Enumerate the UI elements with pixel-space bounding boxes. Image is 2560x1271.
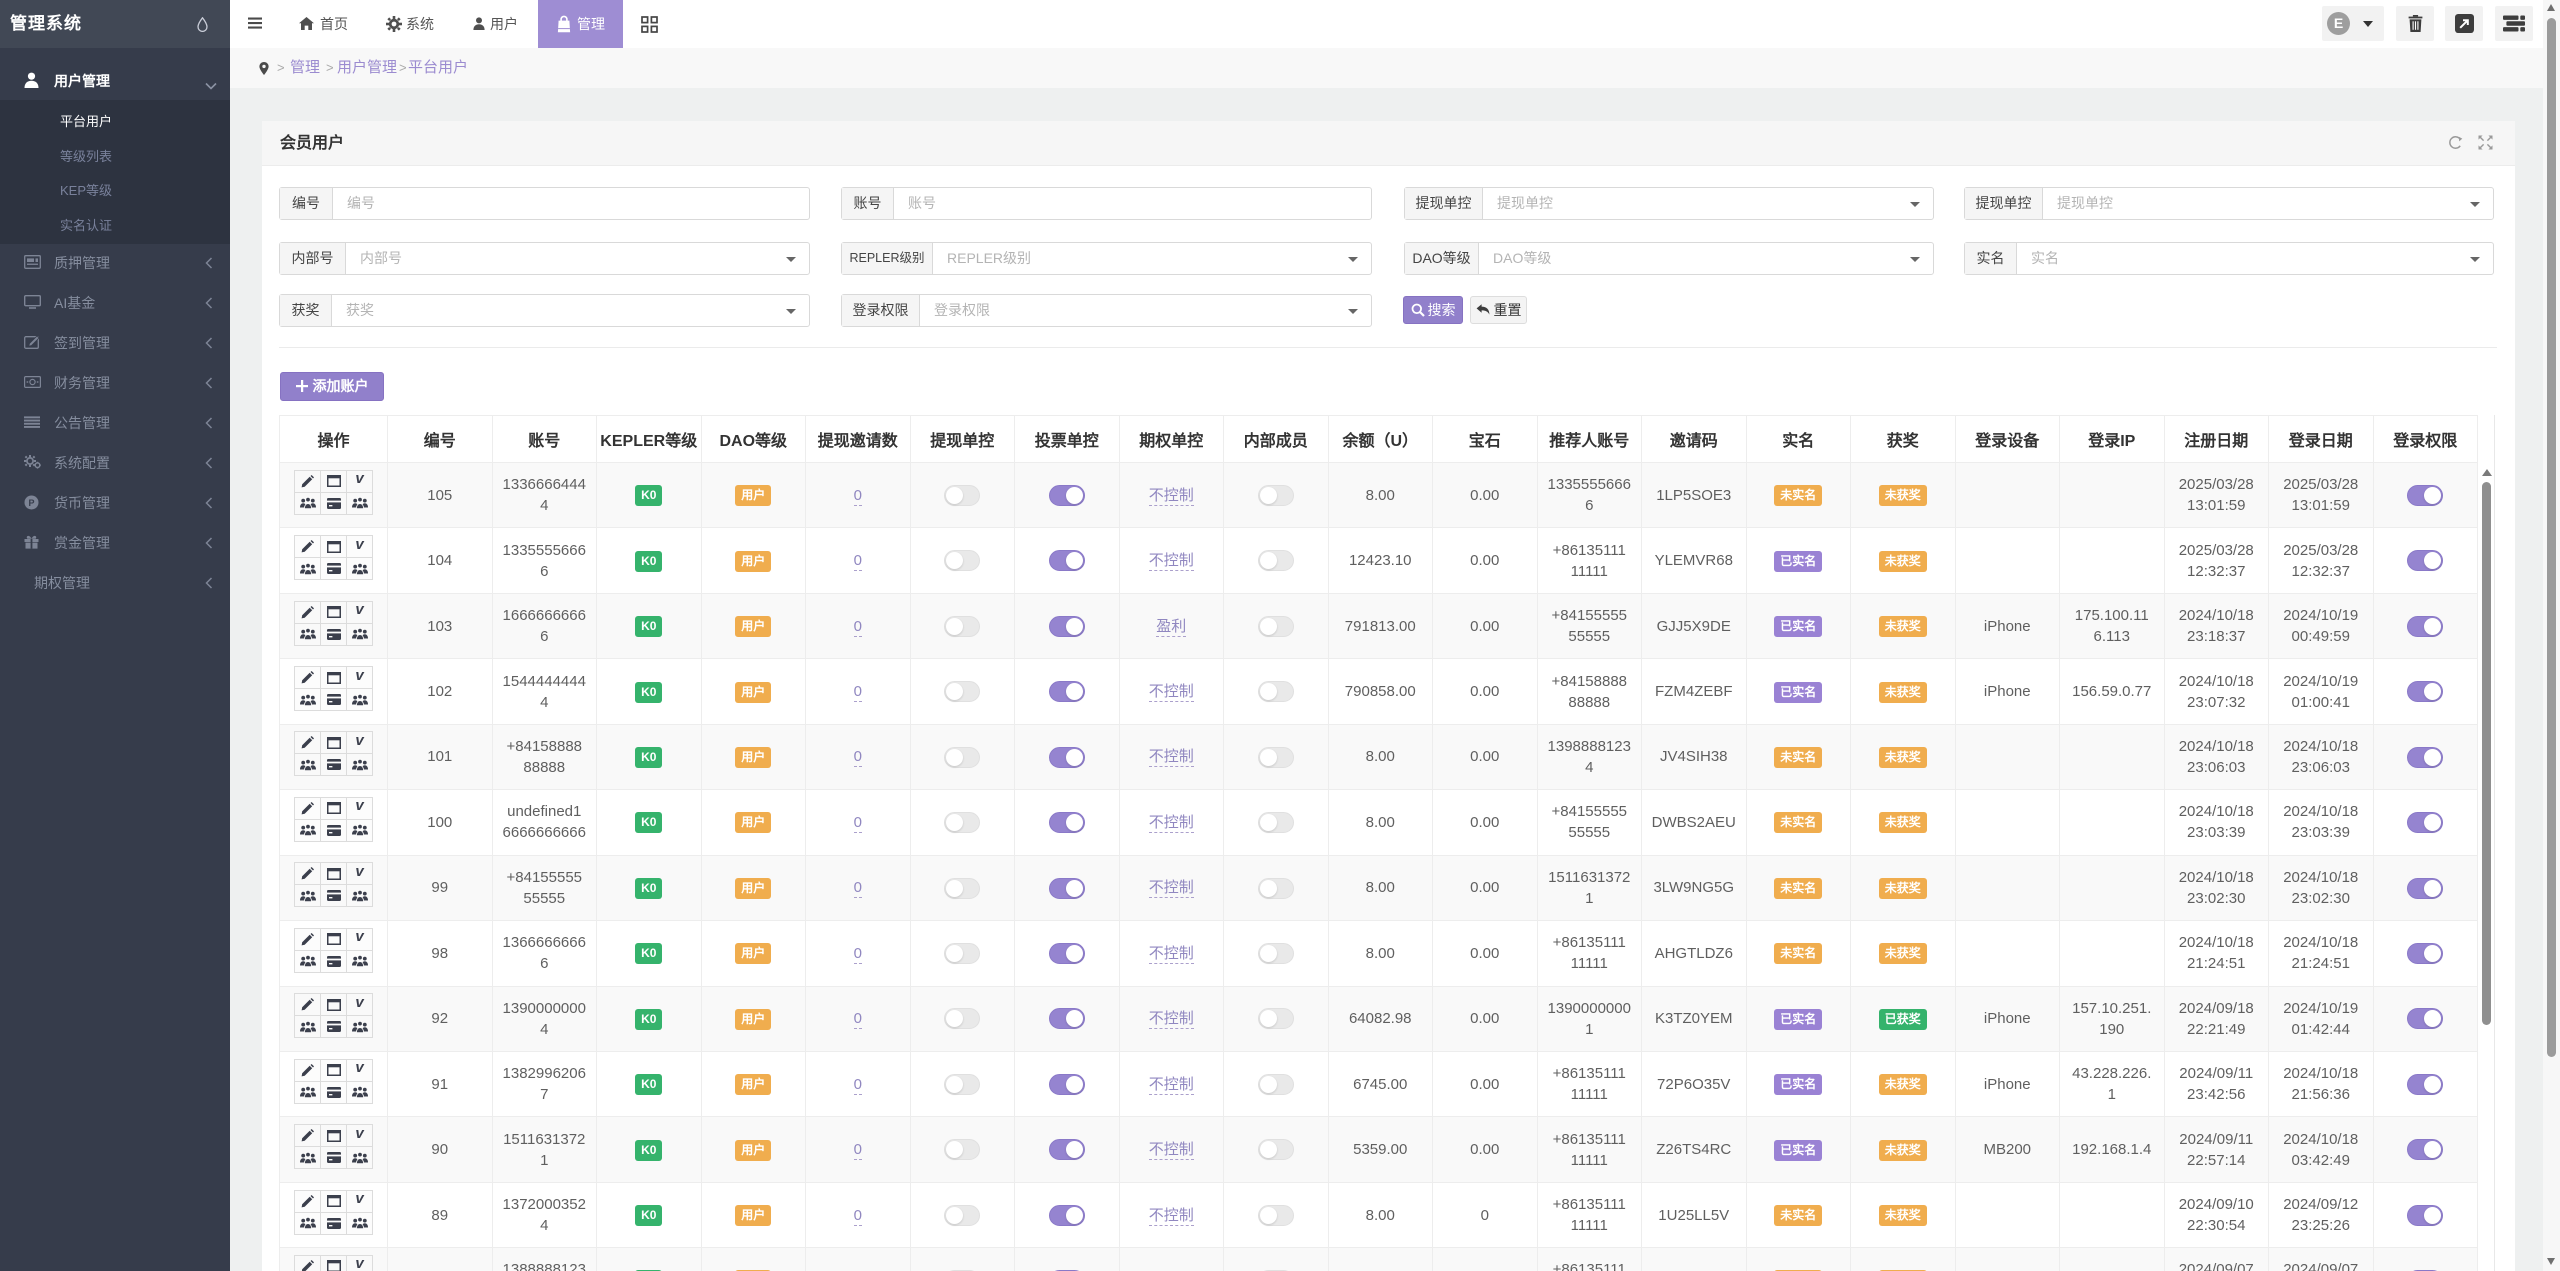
svg-text:P: P bbox=[28, 498, 34, 508]
